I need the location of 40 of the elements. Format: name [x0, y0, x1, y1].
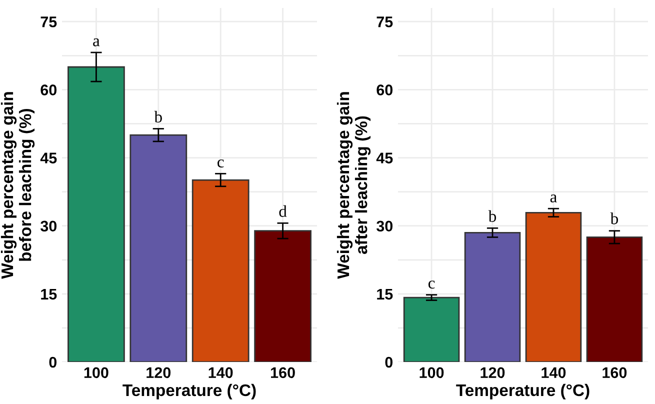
y-tick-label: 15: [41, 288, 57, 300]
annotation: c: [428, 280, 435, 289]
bar: [192, 179, 250, 362]
bar: [464, 232, 521, 362]
y-tick-label: 60: [376, 84, 393, 96]
annotation: c: [218, 159, 224, 168]
y-tick-label: 60: [40, 84, 57, 96]
x-tick-label: 120: [480, 367, 505, 378]
bar: [130, 134, 188, 362]
y-axis-title: Weight percentage gain before leaching (%): [0, 92, 35, 279]
y-tick-label: 75: [376, 16, 393, 28]
x-tick-label: 160: [271, 367, 295, 378]
y-tick-label: 15: [377, 288, 393, 300]
y-tick-label: 30: [40, 220, 57, 232]
bar: [68, 66, 125, 362]
x-axis-title: Temperature (°C): [456, 384, 590, 400]
y-tick-label: 30: [376, 220, 393, 232]
y-tick-label: 0: [385, 356, 393, 368]
x-axis-title: Temperature (°C): [122, 384, 256, 400]
annotation: a: [93, 38, 100, 46]
annotation: d: [279, 205, 287, 217]
x-tick-label: 160: [602, 367, 627, 378]
annotation: b: [488, 210, 496, 222]
bar: [403, 296, 460, 362]
annotation: a: [550, 194, 557, 202]
y-tick-label: 45: [376, 152, 393, 164]
x-tick-label: 100: [84, 367, 108, 378]
x-tick-label: 100: [420, 367, 444, 378]
bar: [525, 212, 582, 362]
bar: [586, 236, 643, 362]
bar: [254, 230, 312, 362]
y-tick-label: 0: [49, 356, 57, 368]
annotation: b: [610, 212, 618, 224]
annotation: b: [154, 110, 162, 123]
x-tick-label: 140: [542, 367, 566, 378]
y-tick-label: 75: [40, 16, 57, 28]
y-tick-label: 45: [40, 152, 57, 164]
y-axis-title: Weight percentage gain after leaching (%): [336, 92, 371, 279]
x-tick-label: 140: [208, 367, 233, 378]
x-tick-label: 120: [146, 367, 171, 378]
